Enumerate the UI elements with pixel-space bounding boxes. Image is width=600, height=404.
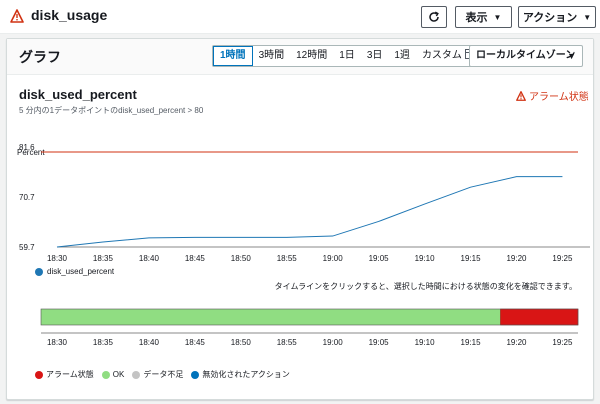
alarm-state-badge: アラーム状態 xyxy=(516,88,589,103)
state-legend-label: データ不足 xyxy=(143,370,184,379)
alarm-timeline[interactable] xyxy=(40,308,579,334)
series-line-disk_used_percent xyxy=(56,176,563,248)
x-tick-label: 18:55 xyxy=(277,254,298,263)
graph-card: グラフ 1時間 3時間 12時間 1日 3日 1週 カスタム ローカルタイムゾー… xyxy=(6,38,594,400)
x-tick-label: 18:35 xyxy=(93,254,114,263)
state-legend: アラーム状態 OK データ不足 無効化されたアクション xyxy=(35,369,290,380)
range-12h[interactable]: 12時間 xyxy=(296,50,328,61)
state-legend-insufficient: データ不足 xyxy=(132,369,183,380)
metric-condition: 5 分内の1データポイントのdisk_used_percent > 80 xyxy=(19,106,204,115)
timezone-value: ローカルタイムゾーン xyxy=(476,50,576,61)
x-tick-label: 19:05 xyxy=(369,254,390,263)
timeline-border xyxy=(40,308,579,326)
x-tick-label: 19:15 xyxy=(461,254,482,263)
warning-icon xyxy=(10,9,24,23)
timeline-segment[interactable] xyxy=(500,308,579,326)
top-header: disk_usage 表示 ▼ アクション ▼ xyxy=(0,0,600,34)
legend-swatch xyxy=(35,267,43,276)
chart-legend[interactable]: disk_used_percent xyxy=(35,267,114,276)
x-tick-label: 18:30 xyxy=(47,254,68,263)
page-title: disk_usage xyxy=(31,7,108,23)
state-swatch xyxy=(101,370,110,379)
range-3d[interactable]: 3日 xyxy=(366,50,383,61)
range-1w[interactable]: 1週 xyxy=(394,50,410,61)
x-tick-label: 18:40 xyxy=(139,254,160,263)
timeline-tick-label: 18:30 xyxy=(47,338,68,347)
timeline-tick-label: 18:35 xyxy=(93,338,114,347)
x-tick-label: 19:25 xyxy=(552,254,573,263)
timeline-tick-label: 19:15 xyxy=(461,338,482,347)
timeline-hint: タイムラインをクリックすると、選択した時間における状態の変化を確認できます。 xyxy=(274,282,577,291)
refresh-icon xyxy=(429,11,439,22)
caret-down-icon: ▼ xyxy=(567,51,576,61)
x-tick-label: 19:00 xyxy=(323,254,344,263)
display-dropdown-button[interactable]: 表示 ▼ xyxy=(455,6,512,28)
warning-icon xyxy=(516,90,526,101)
alarm-state-label: アラーム状態 xyxy=(529,92,589,103)
timeline-tick-label: 18:55 xyxy=(277,338,298,347)
timeline-segment[interactable] xyxy=(41,309,520,325)
state-legend-ok: OK xyxy=(101,370,125,379)
timeline-tick-label: 19:10 xyxy=(415,338,436,347)
y-tick-label: 81.6 xyxy=(19,143,35,152)
timeline-tick-label: 18:45 xyxy=(185,338,206,347)
x-tick-label: 18:50 xyxy=(231,254,252,263)
metric-chart[interactable]: Percent 59.7 70.7 81.6 18:30 18:35 18:40 18:4… xyxy=(7,39,595,401)
state-swatch xyxy=(191,370,200,379)
metric-title: disk_used_percent xyxy=(19,87,137,102)
caret-down-icon: ▼ xyxy=(583,12,592,22)
range-1d[interactable]: 1日 xyxy=(339,50,355,61)
x-tick-label: 19:10 xyxy=(415,254,436,263)
state-legend-label: アラーム状態 xyxy=(46,370,94,379)
timeline-tick-label: 19:05 xyxy=(369,338,390,347)
state-swatch xyxy=(35,370,43,379)
state-swatch xyxy=(132,370,141,379)
action-label: アクション xyxy=(522,12,578,24)
action-dropdown-button[interactable]: アクション ▼ xyxy=(518,6,596,28)
timeline-tick-label: 19:00 xyxy=(323,338,344,347)
timeline-tick-label: 19:25 xyxy=(552,338,573,347)
state-legend-actions-disabled: 無効化されたアクション xyxy=(191,369,290,380)
x-tick-label: 18:45 xyxy=(185,254,206,263)
timeline-tick-label: 19:20 xyxy=(506,338,527,347)
legend-label: disk_used_percent xyxy=(47,267,115,276)
x-tick-label: 19:20 xyxy=(506,254,527,263)
range-1h[interactable]: 1時間 xyxy=(213,46,253,66)
y-axis-label: Percent xyxy=(17,148,45,157)
state-legend-alarm: アラーム状態 xyxy=(35,369,94,380)
timeline-tick-label: 18:40 xyxy=(139,338,160,347)
state-legend-label: 無効化されたアクション xyxy=(202,370,290,379)
timezone-select[interactable]: ローカルタイムゾーン ▼ xyxy=(469,45,583,67)
range-3h[interactable]: 3時間 xyxy=(258,50,285,61)
y-tick-label: 59.7 xyxy=(19,243,35,252)
card-title: グラフ xyxy=(19,49,61,65)
refresh-button[interactable] xyxy=(421,6,447,28)
y-tick-label: 70.7 xyxy=(19,193,35,202)
card-header: グラフ 1時間 3時間 12時間 1日 3日 1週 カスタム ローカルタイムゾー… xyxy=(7,39,593,75)
timeline-tick-label: 18:50 xyxy=(231,338,252,347)
state-legend-label: OK xyxy=(112,370,125,379)
caret-down-icon: ▼ xyxy=(493,12,502,22)
display-label: 表示 xyxy=(465,12,488,24)
range-custom-label: カスタム xyxy=(421,50,462,61)
